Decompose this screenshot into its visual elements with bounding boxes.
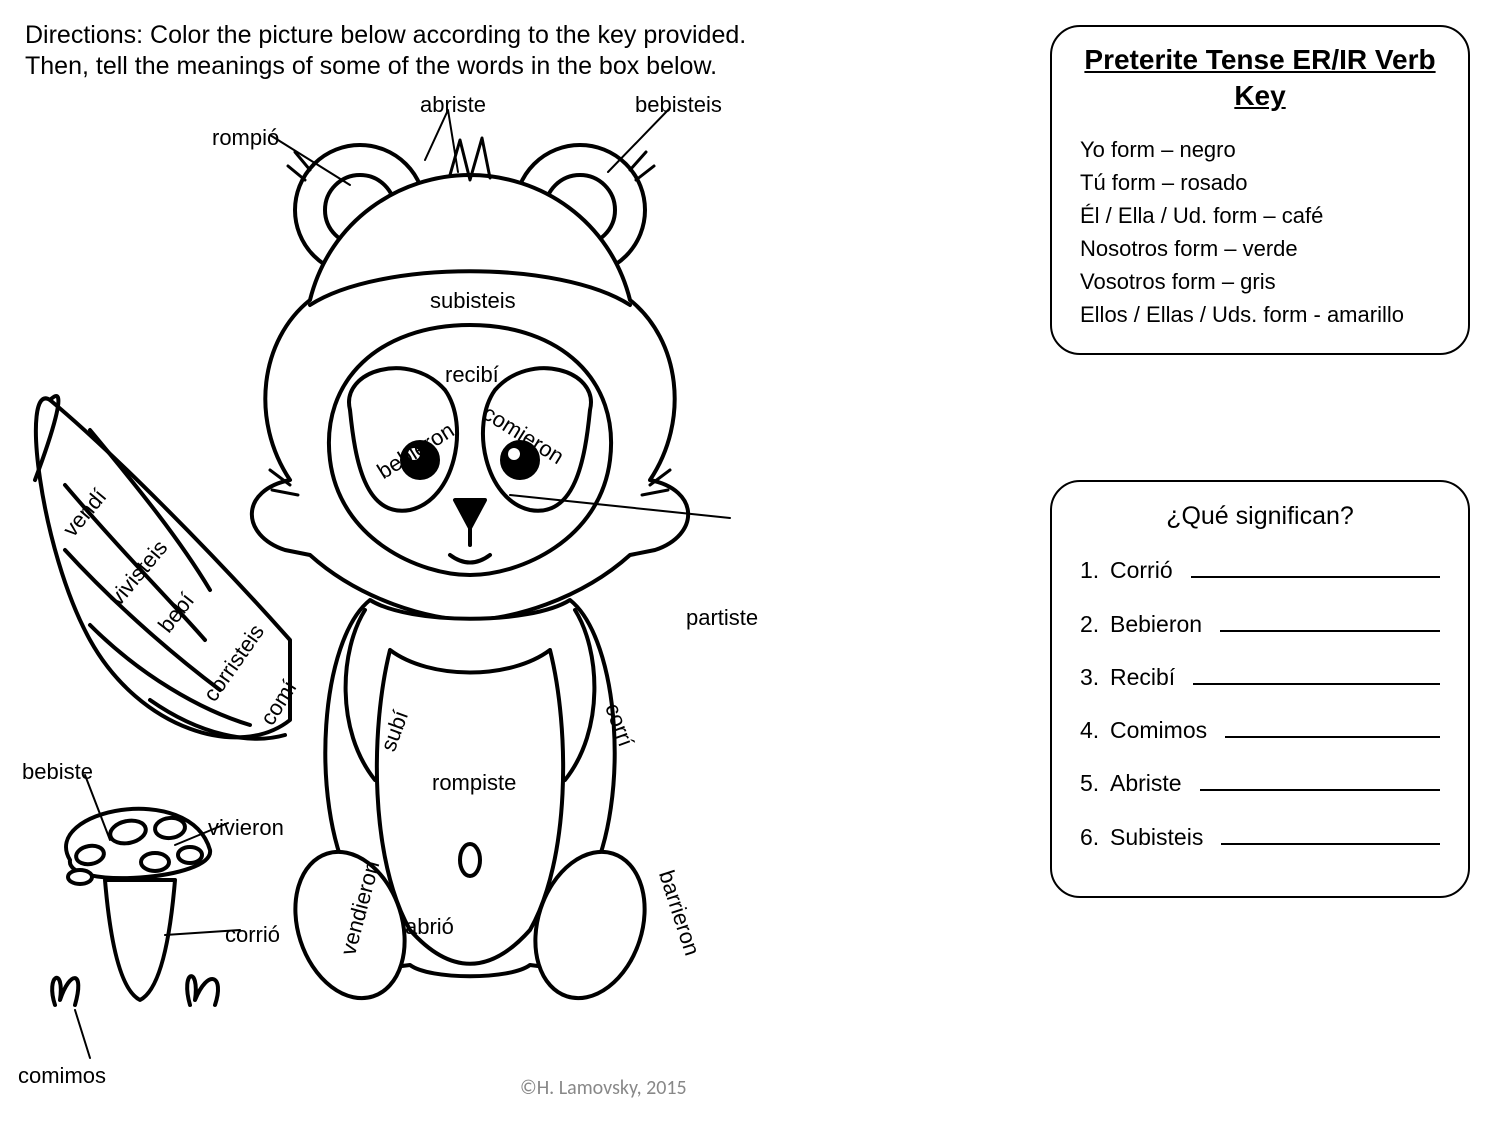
answer-blank[interactable] [1225, 711, 1440, 738]
question-number: 3. [1080, 664, 1110, 691]
key-line: Nosotros form – verde [1080, 232, 1440, 265]
question-word: Corrió [1110, 557, 1173, 584]
question-word: Comimos [1110, 717, 1207, 744]
directions-text: Directions: Color the picture below acco… [25, 20, 765, 83]
label-subisteis: subisteis [430, 288, 516, 314]
question-word: Bebieron [1110, 611, 1202, 638]
question-number: 1. [1080, 557, 1110, 584]
question-word: Abriste [1110, 770, 1182, 797]
question-row: 4. Comimos [1080, 711, 1440, 744]
label-abriste: abriste [420, 92, 486, 118]
key-line: Ellos / Ellas / Uds. form - amarillo [1080, 298, 1440, 331]
question-row: 2. Bebieron [1080, 604, 1440, 637]
question-number: 6. [1080, 824, 1110, 851]
question-number: 5. [1080, 770, 1110, 797]
question-box: ¿Qué significan? 1. Corrió 2. Bebieron 3… [1050, 480, 1470, 898]
label-bebisteis: bebisteis [635, 92, 722, 118]
verb-key-box: Preterite Tense ER/IR Verb Key Yo form –… [1050, 25, 1470, 355]
label-bebiste: bebiste [22, 759, 93, 785]
question-row: 6. Subisteis [1080, 817, 1440, 850]
label-rompiste: rompiste [432, 770, 516, 796]
question-number: 4. [1080, 717, 1110, 744]
label-recibi: recibí [445, 362, 499, 388]
key-line: Tú form – rosado [1080, 166, 1440, 199]
label-partiste: partiste [686, 605, 758, 631]
question-row: 1. Corrió [1080, 551, 1440, 584]
question-number: 2. [1080, 611, 1110, 638]
question-word: Recibí [1110, 664, 1175, 691]
label-vivieron: vivieron [208, 815, 284, 841]
question-row: 5. Abriste [1080, 764, 1440, 797]
answer-blank[interactable] [1200, 764, 1440, 791]
key-line: Vosotros form – gris [1080, 265, 1440, 298]
label-abrio: abrió [405, 914, 454, 940]
key-line: Él / Ella / Ud. form – café [1080, 199, 1440, 232]
label-corrio: corrió [225, 922, 280, 948]
key-line: Yo form – negro [1080, 133, 1440, 166]
answer-blank[interactable] [1221, 817, 1440, 844]
question-row: 3. Recibí [1080, 658, 1440, 691]
verb-key-title: Preterite Tense ER/IR Verb Key [1080, 42, 1440, 115]
question-word: Subisteis [1110, 824, 1203, 851]
question-title: ¿Qué significan? [1080, 502, 1440, 531]
answer-blank[interactable] [1220, 604, 1440, 631]
answer-blank[interactable] [1191, 551, 1440, 578]
answer-blank[interactable] [1193, 658, 1440, 685]
label-comimos: comimos [18, 1063, 106, 1089]
copyright-text: ©H. Lamovsky, 2015 [520, 1076, 687, 1100]
label-rompio: rompió [212, 125, 279, 151]
